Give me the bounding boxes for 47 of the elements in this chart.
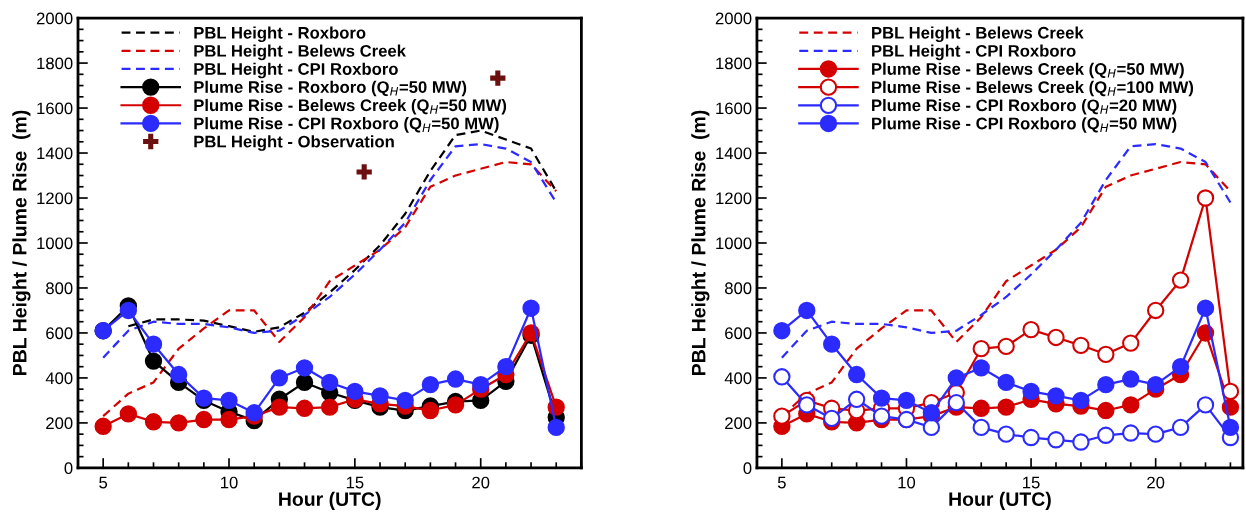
legend-label: PBL Height - Observation <box>194 135 394 151</box>
legend-label: Plume Rise - Belews Creek (Q$_{H}$=50 MW) <box>194 98 507 115</box>
y-axis-title: PBL Height / Plume Rise (m) <box>691 110 710 375</box>
legend-label: PBL Height - Belews Creek <box>872 26 1084 43</box>
legend-label: Plume Rise - CPI Roxboro (Q$_{H}$=50 MW) <box>872 117 1177 133</box>
y-tick-label: 400 <box>724 372 752 385</box>
legend-label: PBL Height - CPI Roxboro <box>872 44 1076 61</box>
y-tick-label: 1600 <box>716 102 752 115</box>
legend-label: PBL Height - Roxboro <box>194 26 366 43</box>
legend-label: PBL Height - CPI Roxboro <box>194 62 398 79</box>
y-tick-label: 1800 <box>716 57 752 70</box>
legend-label: PBL Height - Belews Creek <box>194 44 406 61</box>
y-tick-label: 1000 <box>716 237 752 250</box>
x-tick-label: 10 <box>221 476 238 489</box>
y-tick-label: 1200 <box>37 192 73 205</box>
y-tick-label: 1400 <box>37 147 73 160</box>
y-tick-label: 2000 <box>36 12 73 25</box>
y-tick-label: 1600 <box>37 102 73 115</box>
y-tick-label: 1200 <box>716 192 752 205</box>
x-tick-label: 5 <box>99 476 108 489</box>
y-tick-label: 200 <box>725 417 752 430</box>
y-tick-label: 800 <box>725 282 752 295</box>
y-tick-label: 1400 <box>716 147 752 160</box>
y-tick-label: 600 <box>46 327 73 340</box>
x-tick-label: 10 <box>898 476 916 489</box>
y-tick-label: 0 <box>743 462 752 475</box>
legend-label: Plume Rise - CPI Roxboro (Q$_{H}$=50 MW) <box>194 117 499 133</box>
y-tick-label: 2000 <box>715 12 752 25</box>
y-tick-label: 200 <box>46 417 73 430</box>
y-tick-label: 800 <box>46 282 73 295</box>
x-tick-label: 5 <box>777 476 786 489</box>
x-tick-label: 15 <box>346 476 364 489</box>
x-axis-title: Hour (UTC) <box>949 491 1051 510</box>
y-tick-label: 400 <box>45 372 73 385</box>
x-tick-label: 20 <box>472 476 490 489</box>
x-tick-label: 20 <box>1147 476 1165 489</box>
legend-label: Plume Rise - Belews Creek (Q$_{H}$=100 MW) <box>872 80 1194 97</box>
legend-label: Plume Rise - Belews Creek (Q$_{H}$=50 MW) <box>872 62 1184 79</box>
y-tick-label: 600 <box>725 327 752 340</box>
x-axis-title: Hour (UTC) <box>279 491 381 510</box>
y-tick-label: 1000 <box>37 237 73 250</box>
legend-label: Plume Rise - Roxboro (Q$_{H}$=50 MW) <box>194 80 467 97</box>
x-tick-label: 15 <box>1023 476 1040 489</box>
legend-label: Plume Rise - CPI Roxboro (Q$_{H}$=20 MW) <box>872 98 1177 115</box>
y-tick-label: 1800 <box>37 57 73 70</box>
y-tick-label: 0 <box>64 462 73 475</box>
y-axis-title: PBL Height / Plume Rise (m) <box>12 110 31 375</box>
